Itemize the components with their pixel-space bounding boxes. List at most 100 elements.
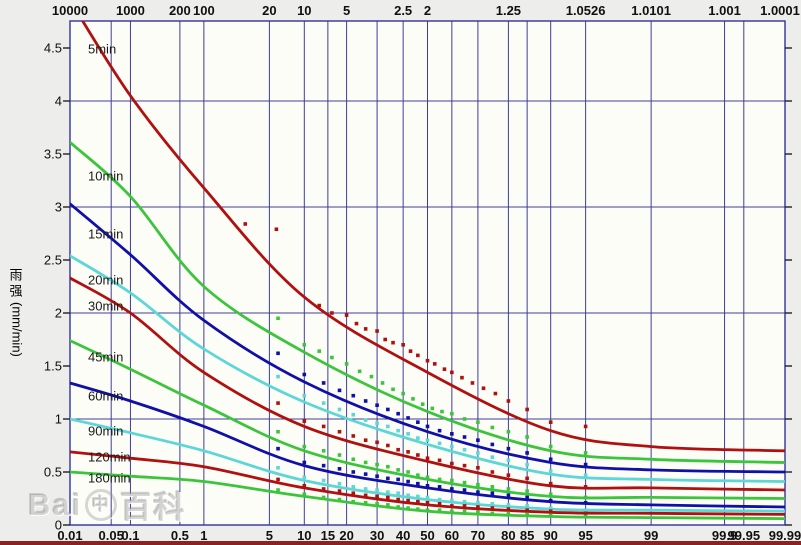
data-point-60min — [363, 472, 368, 476]
data-point-5min — [274, 227, 279, 232]
data-point-60min — [506, 493, 511, 498]
data-point-5min — [583, 424, 588, 429]
data-point-20min — [321, 401, 326, 405]
data-point-120min — [351, 491, 356, 495]
curve-180min[interactable] — [70, 470, 785, 520]
curve-10min[interactable] — [70, 140, 785, 464]
data-point-45min — [396, 468, 400, 472]
data-point-15min — [351, 393, 356, 398]
data-point-45min — [375, 462, 379, 467]
data-point-90min — [416, 494, 420, 499]
data-point-60min — [321, 463, 326, 468]
curve-label-60min: 60min — [88, 388, 123, 403]
bottom-axis-label-0.1: 0.1 — [121, 528, 139, 543]
data-point-90min — [351, 485, 356, 489]
bottom-axis-label-85: 85 — [520, 528, 534, 543]
top-axis-label-10: 10 — [297, 3, 311, 18]
bottom-axis-label-90: 90 — [543, 528, 557, 543]
data-point-5min — [401, 343, 405, 347]
data-point-180min — [437, 508, 442, 512]
data-point-15min — [437, 428, 442, 433]
data-point-30min — [302, 419, 307, 423]
data-point-180min — [363, 500, 368, 505]
bottom-axis-label-10: 10 — [297, 528, 311, 543]
data-point-60min — [406, 479, 410, 484]
data-point-90min — [490, 502, 495, 506]
data-point-90min — [375, 488, 379, 492]
data-point-180min — [462, 509, 467, 514]
bottom-axis-label-99.95: 99.95 — [728, 528, 761, 543]
curve-label-20min: 20min — [88, 272, 123, 287]
data-point-45min — [548, 492, 553, 497]
data-point-5min — [391, 340, 395, 345]
curve-45min[interactable] — [70, 339, 785, 500]
curve-5min[interactable] — [70, 0, 785, 453]
data-point-15min — [450, 432, 454, 436]
data-point-120min — [476, 505, 480, 509]
data-point-15min — [375, 403, 379, 408]
data-point-5min — [450, 370, 454, 375]
data-point-180min — [506, 511, 511, 516]
data-point-90min — [321, 478, 326, 483]
data-point-5min — [548, 420, 553, 424]
data-point-60min — [462, 488, 467, 492]
data-point-60min — [583, 500, 588, 505]
data-point-90min — [506, 503, 511, 507]
data-point-60min — [337, 467, 342, 471]
data-point-15min — [396, 411, 400, 416]
data-point-180min — [476, 510, 480, 515]
data-point-60min — [525, 495, 529, 500]
bottom-edge-strip — [0, 541, 801, 545]
data-point-45min — [276, 429, 280, 434]
curve-90min[interactable] — [70, 417, 785, 513]
data-point-120min — [302, 483, 307, 488]
data-point-120min — [337, 489, 342, 493]
data-point-45min — [490, 485, 495, 489]
data-point-20min — [337, 407, 342, 412]
data-point-90min — [437, 497, 442, 502]
curve-label-15min: 15min — [88, 226, 123, 241]
data-point-15min — [302, 372, 307, 377]
data-point-45min — [425, 475, 430, 480]
data-point-90min — [425, 495, 430, 500]
data-point-60min — [302, 460, 307, 465]
data-point-10min — [330, 355, 334, 360]
data-point-30min — [396, 447, 400, 452]
y-axis-label-4: 4 — [55, 93, 62, 108]
data-point-180min — [276, 488, 280, 492]
curve-120min[interactable] — [70, 450, 785, 516]
data-point-10min — [357, 369, 362, 374]
bottom-axis-label-5: 5 — [266, 528, 273, 543]
data-point-120min — [396, 497, 400, 502]
data-point-10min — [462, 417, 467, 421]
data-point-90min — [450, 498, 454, 503]
data-point-15min — [462, 435, 467, 439]
data-point-5min — [416, 353, 420, 358]
data-point-15min — [583, 462, 588, 467]
curve-60min[interactable] — [70, 381, 785, 509]
bottom-axis-label-15: 15 — [321, 528, 335, 543]
data-point-30min — [363, 438, 368, 442]
curve-20min[interactable] — [70, 254, 785, 483]
data-point-15min — [416, 420, 420, 424]
data-point-15min — [386, 407, 390, 412]
top-axis-label-1000: 1000 — [116, 3, 145, 18]
data-point-5min — [317, 303, 322, 308]
curve-30min[interactable] — [70, 276, 785, 492]
data-point-45min — [450, 478, 454, 483]
data-point-90min — [548, 506, 553, 510]
data-point-20min — [525, 462, 529, 467]
y-axis-label-3: 3 — [55, 199, 62, 214]
data-point-45min — [462, 480, 467, 485]
bottom-axis-label-95: 95 — [578, 528, 592, 543]
y-axis-title-char: 强 — [9, 283, 22, 298]
curve-15min[interactable] — [70, 202, 785, 474]
data-point-5min — [354, 321, 359, 326]
data-point-180min — [302, 492, 307, 497]
curve-label-180min: 180min — [88, 470, 131, 485]
data-point-20min — [416, 436, 420, 440]
data-point-120min — [583, 511, 588, 516]
data-point-10min — [506, 429, 511, 434]
bottom-axis-label-80: 80 — [501, 528, 515, 543]
